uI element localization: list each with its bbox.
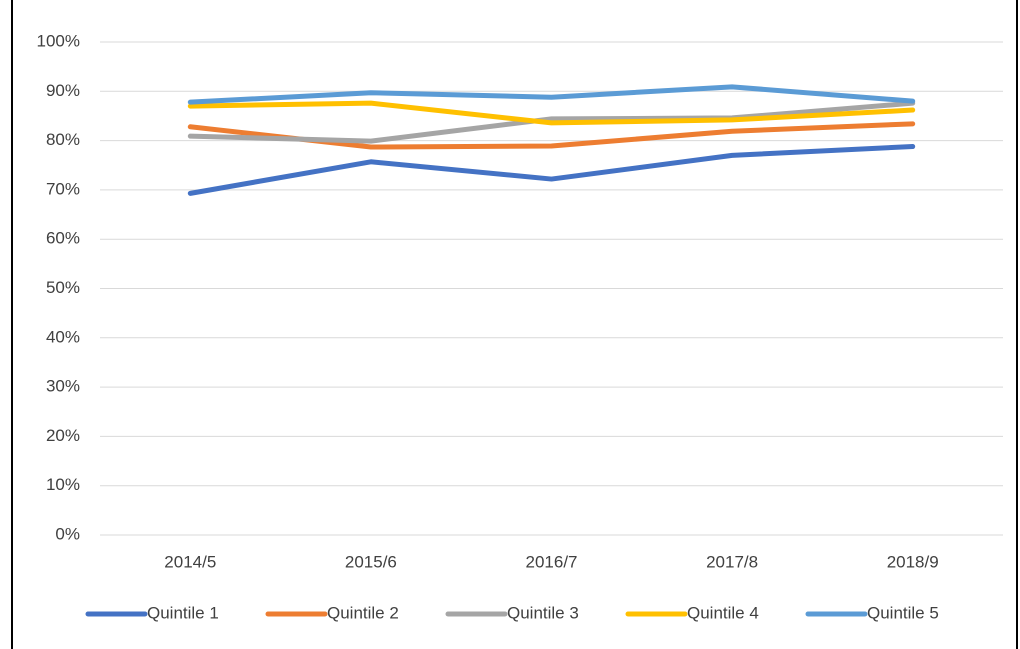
line-series — [187, 121, 916, 150]
y-tick-label: 50% — [46, 278, 80, 297]
y-tick-label: 90% — [46, 81, 80, 100]
legend-label: Quintile 3 — [507, 603, 579, 622]
line-series — [187, 144, 916, 196]
x-tick-label: 2016/7 — [526, 552, 578, 571]
x-tick-label: 2018/9 — [887, 552, 939, 571]
y-tick-label: 10% — [46, 475, 80, 494]
line-series — [187, 84, 916, 105]
line-series — [187, 100, 916, 126]
x-tick-label: 2017/8 — [706, 552, 758, 571]
x-tick-label: 2014/5 — [164, 552, 216, 571]
y-tick-label: 60% — [46, 229, 80, 248]
y-tick-label: 40% — [46, 327, 80, 346]
legend-label: Quintile 2 — [327, 603, 399, 622]
legend-label: Quintile 5 — [867, 603, 939, 622]
chart-border — [11, 0, 1018, 649]
legend-label: Quintile 4 — [687, 603, 759, 622]
y-tick-label: 70% — [46, 179, 80, 198]
y-tick-label: 80% — [46, 130, 80, 149]
x-tick-label: 2015/6 — [345, 552, 397, 571]
legend-label: Quintile 1 — [147, 603, 219, 622]
y-tick-label: 30% — [46, 377, 80, 396]
y-tick-label: 20% — [46, 426, 80, 445]
line-series — [187, 100, 916, 144]
y-tick-label: 0% — [55, 524, 80, 543]
y-tick-label: 100% — [37, 31, 80, 50]
